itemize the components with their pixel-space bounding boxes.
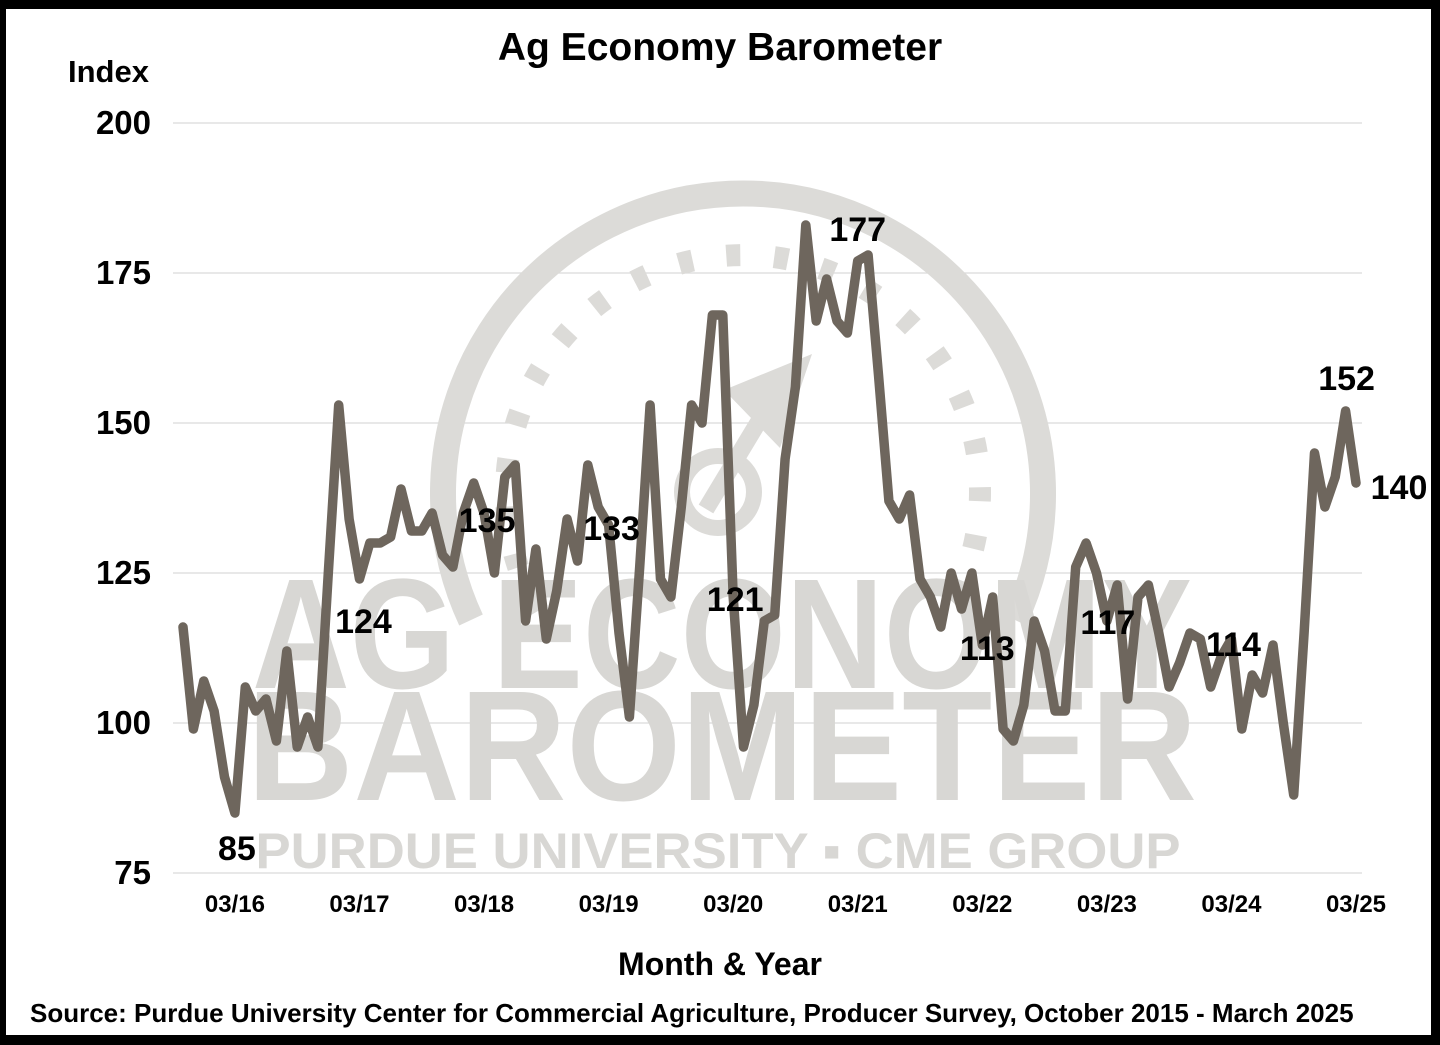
x-tick-label: 03/20 [703,891,763,918]
data-point-label: 152 [1318,360,1375,398]
watermark-text-barometer: BAROMETER [247,659,1197,834]
x-tick-labels: 03/16 03/17 03/18 03/19 03/20 03/21 03/22 03/23… [205,891,1386,918]
data-point-label: 140 [1371,469,1428,507]
data-point-label: 133 [583,510,640,548]
data-point-label: 117 [1080,604,1135,642]
x-tick-label: 03/16 [205,891,265,918]
gauge-tick-marks [495,244,991,617]
y-tick-label: 100 [96,704,151,741]
watermark-text-purdue-cme: PURDUE UNIVERSITY ▪ CME GROUP [256,823,1181,879]
x-tick-label: 03/24 [1201,891,1262,918]
page-title: Ag Economy Barometer [497,26,943,69]
y-tick-label: 175 [96,254,151,291]
y-tick-labels: 200 175 150 125 100 75 [96,104,151,891]
x-tick-label: 03/22 [952,891,1012,918]
data-point-label: 113 [960,630,1015,668]
gauge-needle-arrowhead [724,354,812,448]
y-tick-label: 75 [114,854,151,891]
barometer-line [178,220,1361,818]
x-tick-label: 03/25 [1326,891,1386,918]
data-point-label: 114 [1206,626,1261,664]
data-point-label: 121 [707,581,764,619]
data-point-label: 124 [335,603,392,641]
data-point-label: 85 [218,830,256,868]
gauge-arc [430,180,1056,626]
y-tick-label: 150 [96,404,151,441]
gauge-needle [698,411,770,514]
y-tick-label: 125 [96,554,151,591]
x-tick-label: 03/18 [454,891,514,918]
barometer-gauge-watermark: AG ECONOMY BAROMETER PURDUE UNIVERSITY ▪… [247,180,1197,879]
y-axis-title: Index [68,54,149,89]
y-tick-label: 200 [96,104,151,141]
x-tick-label: 03/23 [1077,891,1137,918]
data-point-label: 177 [829,211,886,249]
source-note: Source: Purdue University Center for Com… [30,998,1354,1028]
barometer-series [178,220,1361,818]
x-axis-title: Month & Year [618,946,822,982]
data-point-label: 135 [459,502,516,540]
x-tick-label: 03/17 [329,891,389,918]
x-tick-label: 03/19 [579,891,639,918]
data-point-labels: 85 124 135 133 121 177 113 117 114 152 140 [218,211,1427,868]
x-tick-label: 03/21 [828,891,888,918]
